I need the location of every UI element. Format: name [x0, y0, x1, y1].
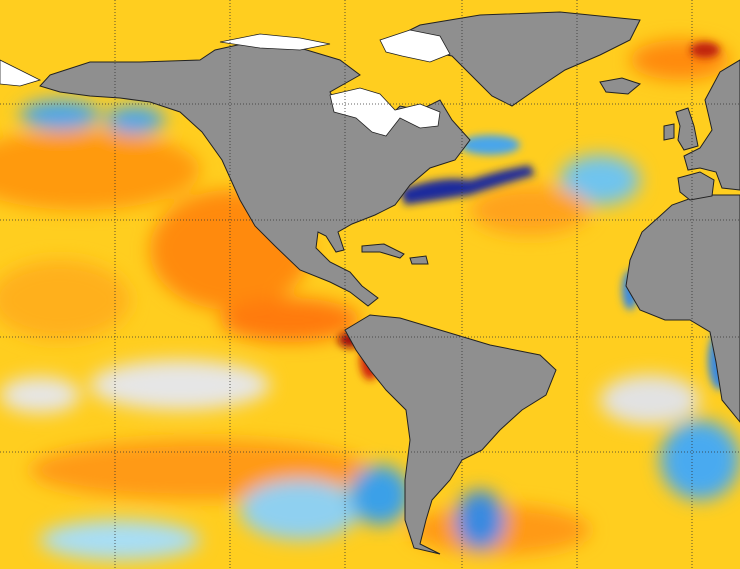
- ice: [0, 29, 451, 137]
- iceland: [599, 77, 642, 95]
- great-britain: [675, 107, 699, 151]
- ice-islands: [219, 33, 331, 51]
- africa: [625, 194, 740, 423]
- greenland: [388, 11, 641, 107]
- canadian-archipelago-ice: [329, 87, 441, 137]
- alaska-ice: [0, 59, 42, 87]
- south-america: [344, 314, 557, 555]
- cuba: [361, 243, 405, 259]
- hispaniola: [409, 255, 429, 265]
- iberia: [677, 171, 715, 201]
- land: [39, 11, 740, 555]
- europe: [683, 59, 740, 191]
- arctic-ice: [379, 29, 451, 63]
- north-america: [39, 39, 471, 307]
- ireland: [663, 123, 675, 141]
